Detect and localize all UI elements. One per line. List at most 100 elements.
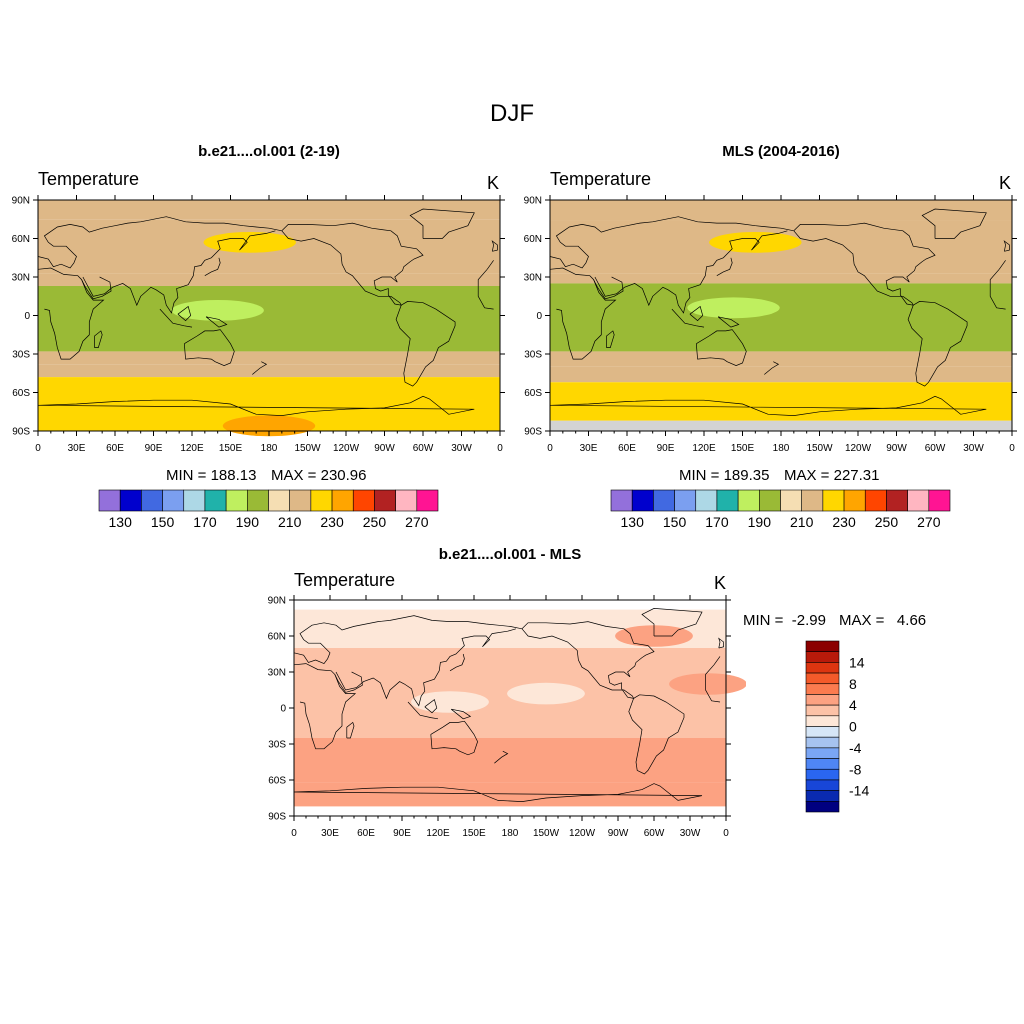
- obs-colorbar-box-6: [737, 489, 760, 512]
- diff-lon-label-5: 150E: [462, 828, 486, 839]
- obs-coastline-0: [549, 216, 1006, 270]
- model-colorbar-box-12: [352, 489, 375, 512]
- model-colorbar-label-5: 230: [320, 514, 344, 530]
- obs-colorbar-box-0: [610, 489, 633, 512]
- model-band-5: [38, 364, 500, 378]
- obs-coastline-7: [717, 316, 740, 328]
- diff-lon-label-8: 120W: [569, 828, 596, 839]
- obs-axis-layer: 0 30E 60E 90E 120E 150E 180 150W 120W 90W 60W 30W 09…: [524, 195, 1017, 454]
- model-colorbar-label-7: 270: [405, 514, 429, 530]
- obs-lon-label-11: 30W: [963, 443, 984, 454]
- diff-colorbar-label-0: 14: [849, 654, 865, 670]
- obs-fill-layer: [550, 200, 1012, 431]
- obs-lon-label-8: 120W: [845, 443, 872, 454]
- diff-coastline-14: [494, 750, 509, 764]
- obs-map: 0 30E 60E 90E 120E 150E 180 150W 120W 90W 60W 30W 09…: [524, 195, 1017, 454]
- obs-lon-label-2: 60E: [618, 443, 636, 454]
- diff-panel-title: b.e21....ol.001 - MLS: [438, 546, 582, 563]
- obs-lon-label-12: 0: [1009, 443, 1015, 454]
- diff-band-2: [294, 738, 726, 762]
- model-colorbar-box-6: [225, 489, 248, 512]
- model-lat-label-0: 90N: [12, 196, 30, 207]
- model-coastline-1: [82, 230, 276, 314]
- obs-colorbar-box-10: [822, 489, 845, 512]
- model-lon-label-6: 180: [261, 443, 278, 454]
- diff-lon-label-7: 150W: [533, 828, 560, 839]
- model-band-0: [38, 200, 500, 220]
- model-colorbar-box-7: [247, 489, 269, 512]
- model-coastline-4: [183, 329, 235, 366]
- model-coastline-3: [81, 276, 112, 300]
- obs-coastline-2: [549, 267, 1006, 360]
- model-lon-label-4: 120E: [180, 443, 204, 454]
- diff-colorbar-box-15: [805, 801, 840, 813]
- diff-band-4: [294, 782, 726, 792]
- model-lon-label-2: 60E: [106, 443, 124, 454]
- model-colorbar-box-10: [310, 489, 333, 512]
- diff-band-3: [294, 762, 726, 783]
- model-fill-layer: [38, 200, 500, 437]
- model-colorbar-box-0: [98, 489, 121, 512]
- model-coastline-10: [409, 208, 475, 239]
- diff-lon-label-4: 120E: [426, 828, 450, 839]
- model-min-label: MIN = 188.13: [166, 467, 257, 484]
- diff-colorbar-box-5: [805, 694, 840, 706]
- obs-coastline-9: [793, 222, 936, 306]
- obs-colorbar-box-8: [780, 489, 802, 512]
- obs-lat-label-1: 60N: [524, 234, 542, 245]
- obs-coastline-5: [671, 308, 705, 328]
- model-colorbar: 130 150 170 190 210 230 250 270: [98, 489, 439, 530]
- obs-colorbar-box-4: [695, 489, 718, 512]
- obs-colorbar: 130 150 170 190 210 230 250 270: [610, 489, 951, 530]
- model-lon-label-5: 150E: [219, 443, 243, 454]
- obs-band-0: [550, 200, 1012, 221]
- model-lat-label-2: 30N: [12, 273, 30, 284]
- model-panel-title: b.e21....ol.001 (2-19): [198, 143, 340, 160]
- obs-lat-label-6: 90S: [524, 427, 542, 438]
- obs-lon-label-10: 60W: [925, 443, 946, 454]
- obs-min-label: MIN = 189.35: [679, 467, 770, 484]
- model-variable-label: Temperature: [38, 169, 140, 189]
- diff-lat-label-0: 90N: [268, 596, 286, 607]
- diff-min-label: MIN = -2.99: [743, 612, 826, 629]
- obs-lon-label-4: 120E: [692, 443, 716, 454]
- obs-colorbar-box-3: [674, 489, 697, 512]
- diff-coastlines: [293, 608, 724, 802]
- model-colorbar-box-13: [374, 489, 396, 512]
- model-lon-label-12: 0: [497, 443, 503, 454]
- model-lon-label-9: 90W: [374, 443, 395, 454]
- obs-lon-label-7: 150W: [806, 443, 833, 454]
- model-colorbar-label-4: 210: [278, 514, 302, 530]
- model-band-4: [38, 351, 500, 365]
- obs-coastlines: [549, 208, 1010, 416]
- diff-lon-label-9: 90W: [608, 828, 629, 839]
- model-coastline-14: [252, 361, 268, 375]
- model-coastline-8: [204, 257, 221, 277]
- diff-lat-label-5: 60S: [268, 776, 286, 787]
- diff-coastline-6: [424, 699, 438, 714]
- diff-coastline-3: [334, 671, 363, 693]
- obs-lon-label-3: 90E: [657, 443, 675, 454]
- obs-coastline-12: [549, 395, 987, 416]
- diff-lon-label-6: 180: [502, 828, 519, 839]
- obs-colorbar-box-12: [864, 489, 887, 512]
- model-colorbar-box-4: [183, 489, 206, 512]
- obs-colorbar-box-7: [759, 489, 781, 512]
- obs-coastline-13: [1003, 240, 1010, 252]
- model-colorbar-label-0: 130: [109, 514, 133, 530]
- diff-coastline-4: [430, 720, 478, 756]
- obs-coastline-10: [921, 208, 987, 239]
- model-units-label: K: [487, 173, 500, 193]
- diff-colorbar-box-0: [805, 640, 840, 652]
- diff-coastline-11: [628, 694, 685, 775]
- model-lon-label-10: 60W: [413, 443, 434, 454]
- diff-colorbar-label-4: -4: [849, 740, 862, 756]
- diff-colorbar-box-6: [805, 704, 840, 717]
- obs-lon-label-9: 90W: [886, 443, 907, 454]
- obs-anomaly-0: [687, 297, 780, 319]
- diff-colorbar-label-5: -8: [849, 761, 862, 777]
- diff-colorbar-label-3: 0: [849, 719, 857, 735]
- diff-coastline-9: [521, 621, 655, 699]
- diff-coastline-7: [450, 708, 472, 720]
- model-coastline-11: [395, 301, 456, 387]
